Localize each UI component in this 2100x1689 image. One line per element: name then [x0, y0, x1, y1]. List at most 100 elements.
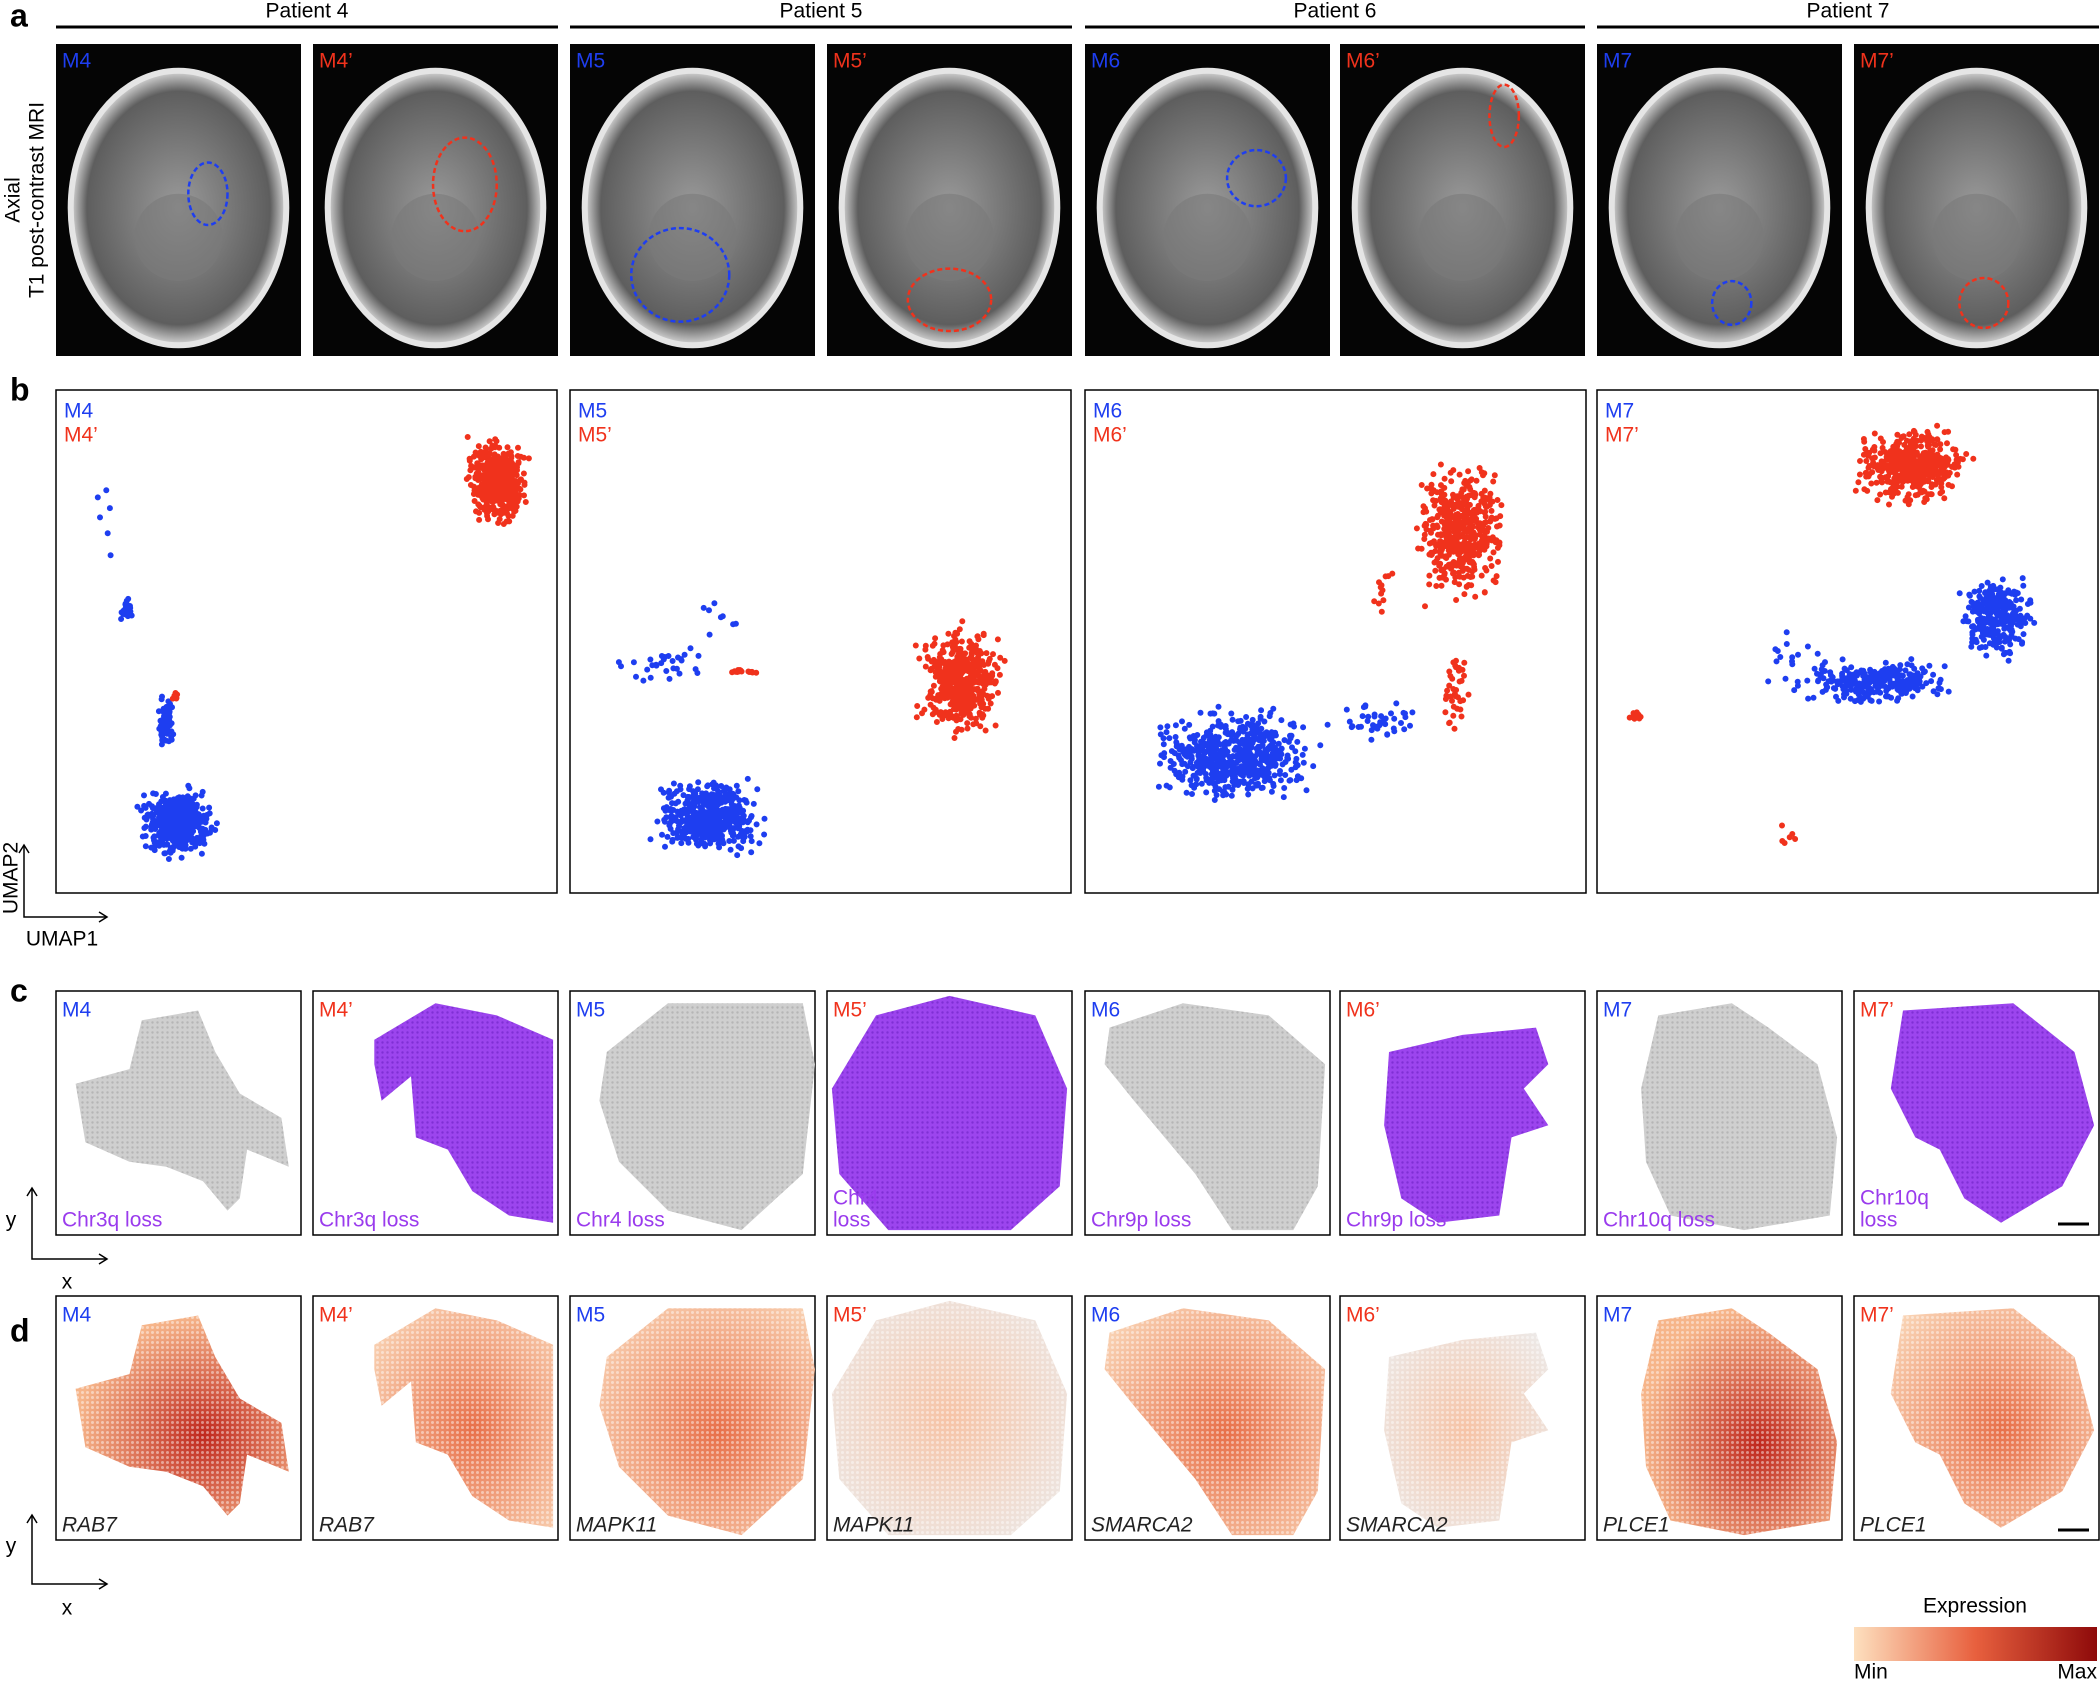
gene-label: RAB7: [319, 1514, 375, 1537]
mri-feature: [1932, 193, 2021, 282]
sample-label: M4: [64, 400, 93, 423]
sample-label: M5: [576, 1304, 605, 1327]
expression-dots: [831, 1300, 1068, 1536]
umap-frame: [1084, 389, 1587, 894]
tumor-outline: [1488, 83, 1521, 149]
tumor-outline: [187, 161, 229, 227]
legend-gradient: [1854, 1627, 2097, 1661]
cnv-annotation: Chr3q loss: [62, 1209, 162, 1232]
umap-points: [700, 600, 739, 638]
axis-arrow: [31, 1188, 107, 1260]
gene-label: SMARCA2: [1091, 1514, 1193, 1537]
expression-dots: [1384, 1332, 1549, 1528]
cnv-annotation: Chr4 loss: [576, 1209, 665, 1232]
legend-min: Min: [1854, 1661, 1888, 1684]
cnv-tissue: [374, 1003, 554, 1223]
mri-feature: [648, 193, 737, 282]
sample-label: M4’: [319, 999, 353, 1022]
panel-letter: d: [10, 1312, 30, 1348]
axis-label: T1 post-contrast MRI: [26, 102, 49, 298]
arrow-head: [18, 843, 109, 923]
sample-label: M7’: [1605, 424, 1639, 447]
cnv-annotation: Chr4: [833, 1187, 879, 1210]
axis-label: y: [6, 1209, 17, 1232]
mri-feature: [391, 193, 480, 282]
patient-header: Patient 5: [780, 0, 863, 23]
expression-dots: [75, 1315, 289, 1516]
umap-points: [615, 645, 702, 684]
sample-label: M5: [576, 50, 605, 73]
umap-frame: [1596, 389, 2099, 894]
cnv-annotation: loss: [833, 1209, 870, 1232]
gene-label: MAPK11: [576, 1514, 657, 1537]
cnv-tissue: [1384, 1027, 1549, 1223]
cnv-annotation: Chr9p loss: [1091, 1209, 1191, 1232]
arrow-head: [26, 1186, 109, 1265]
mri-feature: [1418, 193, 1507, 282]
arrow-head: [26, 1513, 109, 1590]
cnv-annotation: Chr9p loss: [1346, 1209, 1446, 1232]
mri-feature: [1163, 193, 1252, 282]
patient-header: Patient 7: [1807, 0, 1890, 23]
cnv-annotation: Chr3q loss: [319, 1209, 419, 1232]
tumor-outline: [1710, 279, 1753, 327]
gene-label: PLCE1: [1603, 1514, 1670, 1537]
cnv-tissue: [1641, 1003, 1838, 1231]
axis-label: Axial: [2, 177, 25, 223]
sample-label: M4: [62, 999, 91, 1022]
umap-points: [134, 782, 220, 862]
umap-points: [912, 618, 1008, 741]
umap-points: [155, 693, 177, 748]
sample-label: M4: [62, 1304, 91, 1327]
sample-label: M5’: [578, 424, 612, 447]
sample-label: M5: [576, 999, 605, 1022]
sample-label: M7: [1603, 50, 1632, 73]
tumor-outline: [431, 136, 498, 233]
cnv-tissue: [831, 995, 1068, 1231]
sample-label: M6: [1093, 400, 1122, 423]
sample-label: M5’: [833, 50, 867, 73]
patient-header: Patient 6: [1294, 0, 1377, 23]
axis-label: x: [62, 1271, 73, 1294]
sample-label: M5: [578, 400, 607, 423]
patient-header: Patient 4: [266, 0, 349, 23]
cnv-tissue: [1104, 1003, 1326, 1231]
sample-label: M4’: [64, 424, 98, 447]
tumor-outline: [1958, 276, 2010, 330]
sample-label: M6’: [1346, 50, 1380, 73]
umap-points: [1956, 575, 2038, 664]
cnv-annotation: loss: [1860, 1209, 1897, 1232]
axis-label: y: [6, 1535, 17, 1558]
cnv-annotation: Chr10q: [1860, 1187, 1929, 1210]
axis-arrow: [23, 845, 107, 918]
mri-feature: [134, 193, 223, 282]
mri-feature: [905, 193, 994, 282]
sample-label: M4: [62, 50, 91, 73]
sample-label: M7: [1603, 1304, 1632, 1327]
umap-points: [1343, 700, 1416, 743]
sample-label: M7’: [1860, 999, 1894, 1022]
gene-label: SMARCA2: [1346, 1514, 1448, 1537]
umap-points: [1779, 822, 1799, 846]
legend-max: Max: [2057, 1661, 2097, 1684]
umap-points: [463, 434, 532, 527]
sample-label: M7: [1603, 999, 1632, 1022]
sample-label: M6: [1091, 999, 1120, 1022]
sample-label: M5’: [833, 1304, 867, 1327]
sample-label: M6’: [1093, 424, 1127, 447]
sample-label: M6’: [1346, 999, 1380, 1022]
expression-dots: [1641, 1308, 1838, 1536]
sample-label: M4’: [319, 1304, 353, 1327]
gene-label: MAPK11: [833, 1514, 914, 1537]
sample-label: M7: [1605, 400, 1634, 423]
umap-points: [1794, 656, 1952, 705]
umap-points: [1155, 703, 1331, 804]
expression-dots: [599, 1308, 815, 1536]
expression-dots: [1890, 1308, 2095, 1528]
legend-title: Expression: [1923, 1595, 2027, 1618]
umap-points: [1371, 570, 1396, 615]
axis-label: UMAP2: [0, 842, 23, 914]
panel-letter: c: [10, 972, 28, 1008]
axis-arrow: [31, 1515, 107, 1585]
